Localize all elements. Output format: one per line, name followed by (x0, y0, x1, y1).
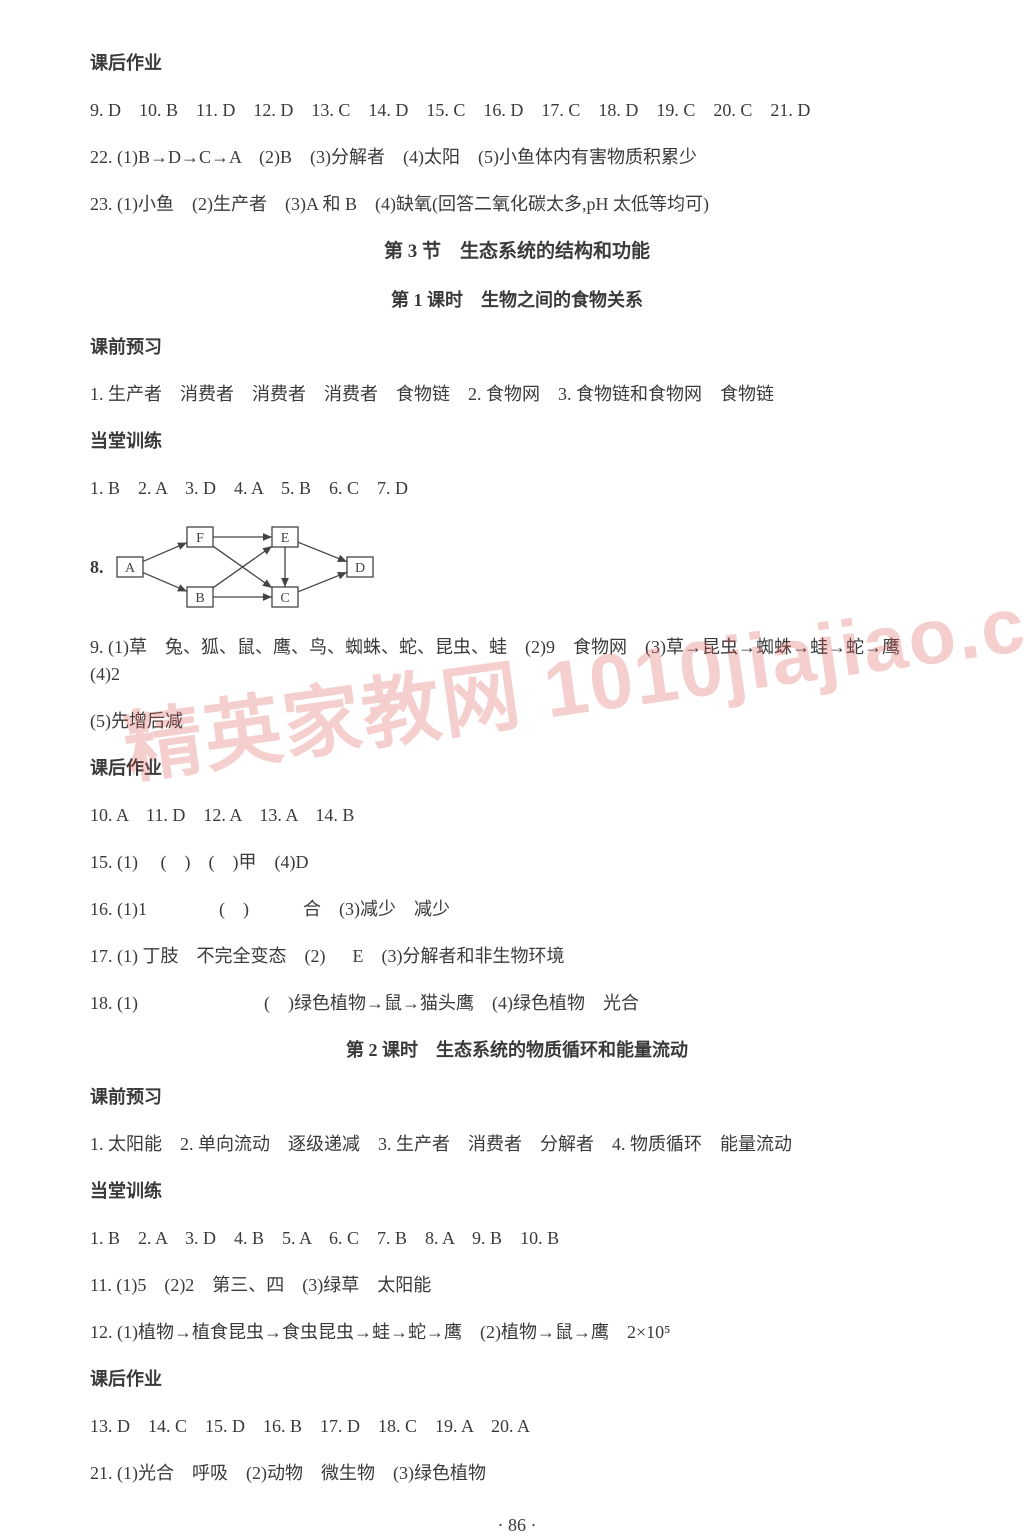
svg-text:A: A (124, 561, 135, 576)
answer-11: 11. (1)5 (2)2 第三、四 (3)绿草 太阳能 (90, 1272, 944, 1299)
heading-training-1: 当堂训练 (90, 428, 944, 455)
hw-18: 18. (1) ( )绿色植物→鼠→猫头鹰 (4)绿色植物 光合 (90, 990, 944, 1017)
heading-homework-2: 课后作业 (90, 755, 944, 782)
q8-diagram: A F B E C D (112, 522, 387, 614)
answer-9: 9. (1)草 兔、狐、鼠、鹰、鸟、蜘蛛、蛇、昆虫、蛙 (2)9 食物网 (3)… (90, 634, 944, 688)
answer-12: 12. (1)植物→植食昆虫→食虫昆虫→蛙→蛇→鹰 (2)植物→鼠→鹰 2×10… (90, 1319, 944, 1346)
preview-1-answers: 1. 生产者 消费者 消费者 消费者 食物链 2. 食物网 3. 食物链和食物网… (90, 381, 944, 408)
hw-10-14: 10. A 11. D 12. A 13. A 14. B (90, 802, 944, 829)
heading-preview-2: 课前预习 (90, 1084, 944, 1111)
training-1-answers: 1. B 2. A 3. D 4. A 5. B 6. C 7. D (90, 475, 944, 502)
lesson-2-title: 第 2 课时 生态系统的物质循环和能量流动 (90, 1037, 944, 1064)
svg-text:F: F (196, 531, 204, 546)
hw-21: 21. (1)光合 呼吸 (2)动物 微生物 (3)绿色植物 (90, 1460, 944, 1487)
q8-label: 8. (90, 554, 104, 581)
hw-13-20: 13. D 14. C 15. D 16. B 17. D 18. C 19. … (90, 1413, 944, 1440)
page-number: · 86 · (90, 1512, 944, 1539)
heading-homework-1: 课后作业 (90, 50, 944, 77)
preview-2-answers: 1. 太阳能 2. 单向流动 逐级递减 3. 生产者 消费者 分解者 4. 物质… (90, 1131, 944, 1158)
svg-text:B: B (195, 591, 204, 606)
lesson-1-title: 第 1 课时 生物之间的食物关系 (90, 287, 944, 314)
svg-text:E: E (280, 531, 289, 546)
heading-preview-1: 课前预习 (90, 334, 944, 361)
training-2-answers: 1. B 2. A 3. D 4. B 5. A 6. C 7. B 8. A … (90, 1225, 944, 1252)
answer-9b: (5)先增后减 (90, 708, 944, 735)
answer-23: 23. (1)小鱼 (2)生产者 (3)A 和 B (4)缺氧(回答二氧化碳太多… (90, 191, 944, 218)
svg-text:D: D (354, 561, 364, 576)
heading-training-2: 当堂训练 (90, 1178, 944, 1205)
heading-homework-3: 课后作业 (90, 1366, 944, 1393)
answer-22: 22. (1)B→D→C→A (2)B (3)分解者 (4)太阳 (5)小鱼体内… (90, 144, 944, 171)
svg-text:C: C (280, 591, 289, 606)
answers-9-21: 9. D 10. B 11. D 12. D 13. C 14. D 15. C… (90, 97, 944, 124)
hw-15: 15. (1) ( ) ( )甲 (4)D (90, 849, 944, 876)
hw-17: 17. (1) 丁肢 不完全变态 (2) E (3)分解者和非生物环境 (90, 943, 944, 970)
section-3-title: 第 3 节 生态系统的结构和功能 (90, 238, 944, 267)
hw-16: 16. (1)1 ( ) 合 (3)减少 减少 (90, 896, 944, 923)
